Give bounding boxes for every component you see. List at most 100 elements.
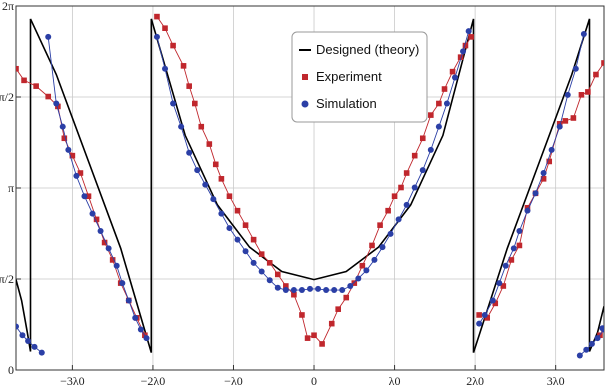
- experiment-point: [170, 42, 176, 49]
- experiment-point: [377, 222, 383, 228]
- simulation-point: [481, 311, 488, 318]
- legend-box: [291, 31, 428, 123]
- simulation-point: [97, 227, 104, 234]
- simulation-point: [315, 285, 322, 292]
- experiment-point: [328, 320, 335, 327]
- simulation-line: [156, 30, 470, 291]
- experiment-point: [55, 103, 61, 110]
- experiment-point: [93, 216, 100, 223]
- simulation-point: [194, 167, 201, 174]
- simulation-point: [572, 65, 579, 72]
- simulation-point: [524, 207, 531, 214]
- experiment-point: [33, 83, 39, 89]
- simulation-point: [540, 170, 547, 177]
- experiment-point: [154, 13, 160, 20]
- experiment-point: [77, 170, 84, 176]
- simulation-point: [132, 314, 139, 321]
- simulation-point: [16, 323, 19, 330]
- simulation-point: [419, 167, 426, 174]
- simulation-point: [516, 227, 523, 234]
- simulation-point: [274, 284, 281, 291]
- experiment-point: [449, 68, 456, 75]
- experiment-point: [403, 170, 410, 176]
- simulation-point: [427, 146, 434, 153]
- legend-label: Designed (theory): [316, 42, 419, 57]
- experiment-point: [593, 71, 599, 78]
- simulation-point: [19, 332, 26, 339]
- experiment-point: [500, 283, 507, 289]
- simulation-point: [387, 230, 394, 237]
- experiment-point: [69, 152, 76, 159]
- simulation-point: [242, 248, 249, 255]
- experiment-point: [578, 92, 585, 98]
- simulation-point: [218, 210, 225, 217]
- experiment-point: [462, 42, 469, 49]
- simulation-point: [599, 325, 604, 332]
- simulation-point: [282, 287, 289, 294]
- experiment-point: [492, 300, 499, 307]
- simulation-point: [323, 287, 330, 294]
- simulation-point: [496, 280, 503, 287]
- experiment-point: [335, 306, 341, 312]
- simulation-point: [502, 262, 509, 269]
- simulation-point: [564, 91, 571, 98]
- experiment-point: [428, 112, 434, 118]
- experiment-point: [85, 193, 92, 200]
- experiment-point: [212, 161, 219, 168]
- experiment-point: [391, 193, 398, 200]
- experiment-point: [441, 86, 448, 92]
- experiment-point: [101, 239, 108, 246]
- simulation-point: [73, 172, 80, 179]
- simulation-line: [478, 33, 585, 324]
- experiment-point: [218, 176, 225, 182]
- legend-swatch-square: [302, 74, 308, 80]
- experiment-point: [226, 193, 233, 200]
- simulation-point: [363, 267, 370, 274]
- simulation-point: [25, 338, 32, 345]
- simulation-point: [178, 123, 185, 130]
- experiment-point: [562, 118, 569, 124]
- experiment-point: [411, 152, 418, 159]
- y-tick-label: π: [8, 181, 14, 195]
- x-tick-label: 3λ0: [547, 374, 565, 388]
- simulation-point: [379, 244, 386, 251]
- simulation-point: [290, 287, 297, 294]
- simulation-point: [210, 196, 217, 203]
- theory-line-segment: [16, 18, 32, 352]
- experiment-point: [242, 222, 249, 228]
- experiment-point: [484, 315, 491, 321]
- simulation-point: [105, 245, 112, 252]
- simulation-point: [435, 123, 442, 130]
- clipped-series: [16, 13, 604, 359]
- simulation-point: [153, 33, 160, 40]
- experiment-point: [585, 89, 591, 95]
- simulation-point: [443, 100, 450, 107]
- simulation-point: [38, 349, 45, 356]
- experiment-point: [16, 65, 19, 72]
- simulation-point: [234, 236, 241, 243]
- simulation-point: [266, 277, 273, 284]
- simulation-point: [45, 33, 52, 40]
- simulation-point: [170, 100, 177, 107]
- experiment-point: [299, 312, 305, 318]
- experiment-point: [21, 77, 27, 84]
- simulation-point: [119, 280, 126, 287]
- experiment-point: [601, 60, 604, 66]
- experiment-point: [516, 242, 523, 249]
- experiment-point: [398, 184, 404, 191]
- simulation-point: [53, 100, 60, 107]
- simulation-point: [202, 181, 209, 188]
- simulation-point: [81, 193, 88, 200]
- y-tick-label: 3π/2: [0, 90, 14, 104]
- experiment-point: [468, 34, 474, 40]
- simulation-point: [250, 259, 257, 266]
- experiment-point: [234, 207, 241, 214]
- experiment-point: [274, 271, 281, 278]
- simulation-point: [113, 262, 120, 269]
- simulation-point: [451, 74, 458, 81]
- simulation-point: [143, 335, 150, 342]
- experiment-point: [206, 141, 213, 147]
- experiment-point: [546, 158, 553, 165]
- simulation-point: [460, 48, 467, 55]
